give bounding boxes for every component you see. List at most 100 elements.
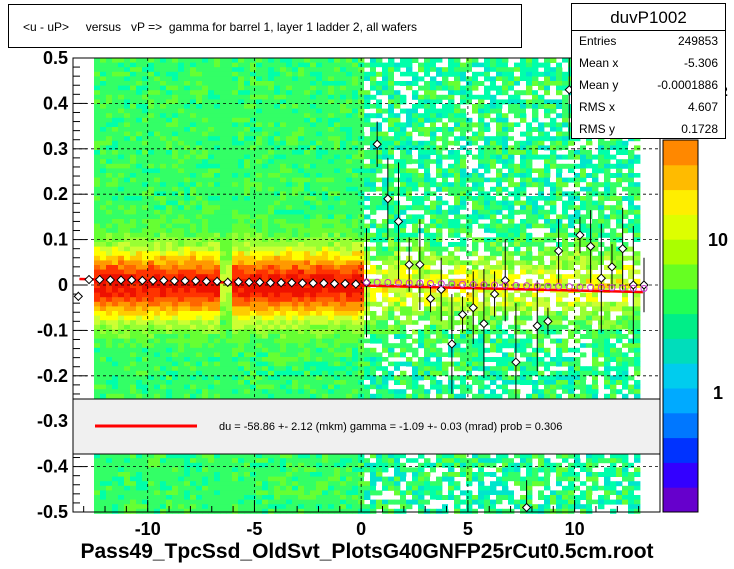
stats-box: duvP1002 Entries 249853 Mean x -5.306 Me… [571, 3, 726, 139]
profile-point [436, 284, 446, 295]
legend-text: du = -58.86 +- 2.12 (mkm) gamma = -1.09 … [219, 421, 562, 433]
fit-legend: du = -58.86 +- 2.12 (mkm) gamma = -1.09 … [72, 398, 661, 455]
profile-point [607, 262, 617, 272]
open-marker [533, 282, 541, 290]
profile-point [425, 293, 436, 304]
profile-point [575, 230, 585, 240]
profile-point [447, 339, 457, 349]
stats-label: Mean x [579, 56, 619, 70]
profile-point [319, 278, 329, 288]
profile-point [137, 275, 148, 286]
profile-point [244, 277, 254, 287]
profile-point [276, 278, 286, 288]
open-marker [373, 278, 381, 286]
y-tick-label: 0.5 [43, 48, 68, 68]
open-marker [416, 279, 424, 287]
y-tick-label: -0.1 [37, 320, 68, 340]
open-marker [597, 283, 605, 291]
y-tick-label: 0.3 [43, 139, 68, 159]
open-marker [640, 284, 648, 292]
profile-point [233, 277, 244, 287]
file-name-footer: Pass49_TpcSsd_OldSvt_PlotsG40GNFP25rCut0… [80, 540, 654, 563]
open-marker [480, 281, 488, 289]
profile-point [617, 243, 628, 254]
profile-point [255, 277, 265, 287]
profile-point [73, 291, 84, 302]
stats-divider [572, 30, 725, 31]
stats-label: RMS x [579, 100, 615, 114]
y-tick-label: 0.1 [43, 230, 68, 250]
chart-title: <u - uP> versus vP => gamma for barrel 1… [23, 20, 417, 34]
profile-point [180, 276, 190, 286]
profile-point [393, 216, 404, 227]
y-tick-label: -0.4 [37, 457, 68, 477]
open-marker [448, 280, 456, 288]
open-marker [395, 279, 403, 287]
open-marker [555, 282, 563, 290]
color-scale [662, 139, 699, 513]
open-marker [437, 280, 445, 288]
x-tick-label: 0 [356, 519, 366, 539]
y-tick-label: -0.2 [37, 366, 68, 386]
profile-point [105, 275, 116, 285]
profile-point [287, 278, 297, 288]
stats-label: Entries [579, 34, 617, 48]
y-tick-label: 0 [58, 275, 68, 295]
profile-point [553, 246, 564, 256]
open-marker [501, 281, 509, 289]
stats-row-mean-x: Mean x -5.306 [572, 54, 725, 74]
profile-point [297, 278, 308, 288]
color-scale-frame [662, 139, 699, 513]
profile-point [372, 139, 382, 149]
profile-point [543, 316, 553, 327]
profile-point [415, 259, 425, 270]
y-tick-label: 0.2 [43, 184, 68, 204]
profile-point [340, 278, 350, 289]
open-marker [427, 280, 435, 288]
stats-value: 4.607 [687, 100, 718, 114]
profile-point [84, 274, 94, 285]
profile-point [265, 278, 276, 288]
profile-point [329, 278, 340, 289]
x-tick-label: -5 [246, 519, 262, 539]
profile-point [191, 276, 201, 286]
profile-point [126, 275, 137, 285]
open-marker [587, 283, 595, 291]
axis-ticks [73, 57, 640, 513]
y-tick-label: -0.3 [37, 411, 68, 431]
stats-row-rms-x: RMS x 4.607 [572, 98, 725, 118]
stats-value: 249853 [677, 34, 718, 48]
profile-point [468, 302, 478, 313]
z-tick-label: 10 [708, 230, 728, 250]
open-marker [384, 279, 392, 287]
profile-point [404, 259, 414, 270]
open-marker [565, 283, 573, 291]
profile-point [383, 194, 393, 204]
x-tick-label: -10 [135, 519, 161, 539]
z-tick-label: 1 [713, 383, 723, 403]
stats-value: -0.0001886 [657, 78, 718, 92]
profile-point [201, 276, 212, 287]
stats-row-rms-y: RMS y 0.1728 [572, 120, 725, 140]
open-marker [512, 282, 520, 290]
open-marker [576, 283, 584, 291]
profile-point [169, 276, 180, 286]
y-tick-label: -0.5 [37, 502, 68, 522]
profile-point [351, 279, 361, 289]
stats-name: duvP1002 [610, 8, 687, 27]
profile-point [212, 276, 222, 287]
stats-value: 0.1728 [681, 122, 718, 136]
profile-point [521, 502, 532, 513]
profile-point [596, 273, 607, 283]
stats-value: -5.306 [683, 56, 718, 70]
open-marker [523, 282, 531, 290]
profile-point [116, 275, 126, 285]
profile-point [489, 289, 500, 299]
open-marker [469, 281, 477, 289]
profile-point [532, 321, 542, 331]
x-tick-label: 10 [565, 519, 585, 539]
profile-point [223, 277, 233, 287]
profile-point [585, 241, 596, 252]
stats-row-entries: Entries 249853 [572, 32, 725, 52]
